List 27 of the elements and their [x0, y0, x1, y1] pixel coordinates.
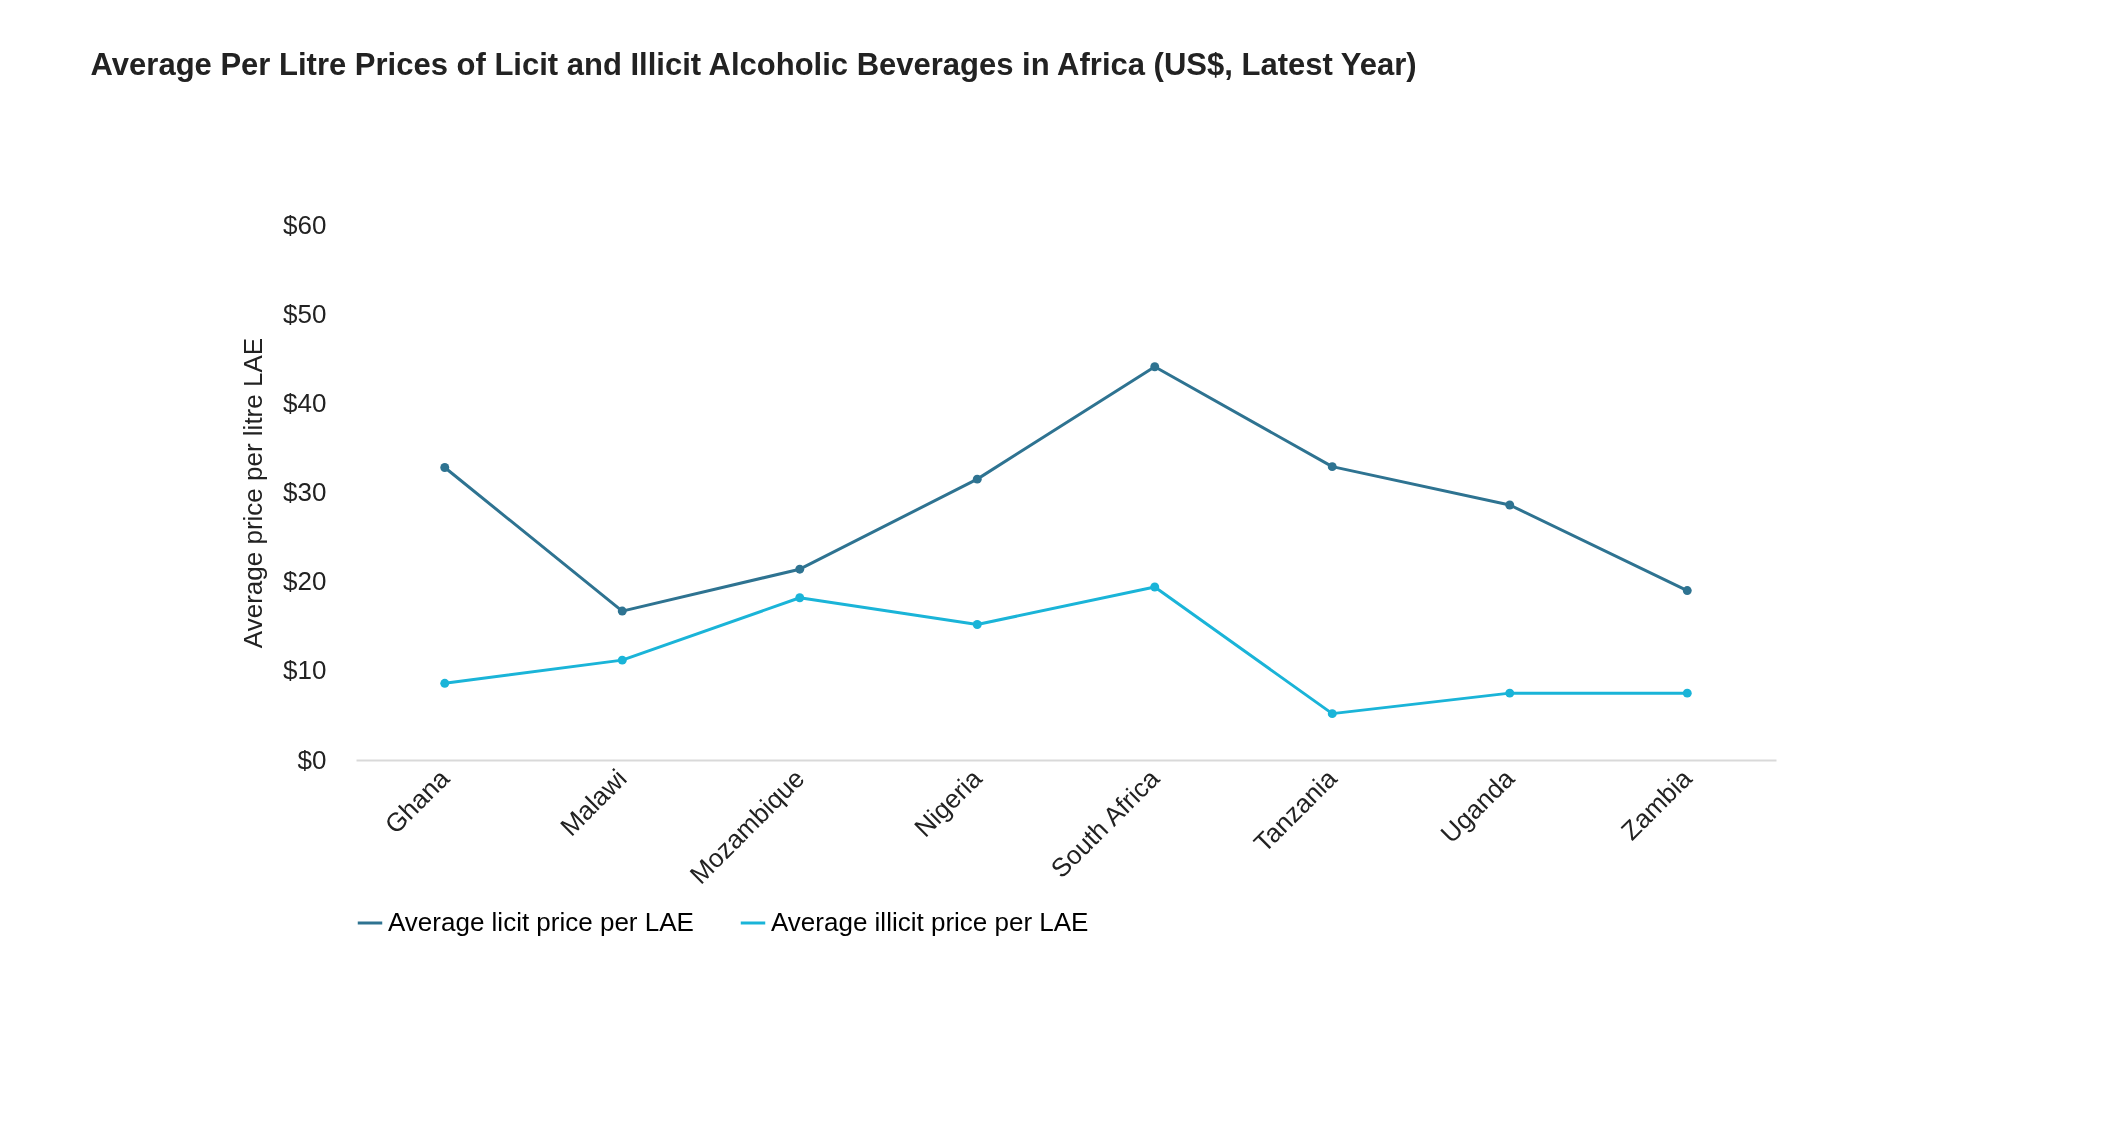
point — [440, 463, 450, 472]
point — [1505, 688, 1515, 698]
y-tick-label: $0 — [297, 744, 327, 775]
point — [440, 678, 450, 688]
chart-title: Average Per Litre Prices of Licit and Illicit Alcoholic Beverages in Africa (US$, Latest Year) — [90, 47, 1417, 82]
y-tick-label: $40 — [283, 387, 327, 418]
y-tick-label: $20 — [283, 566, 327, 597]
point — [1327, 462, 1337, 472]
point — [1150, 362, 1160, 372]
point — [1505, 500, 1515, 510]
y-tick-label: $50 — [283, 298, 327, 329]
point — [972, 620, 982, 629]
point — [1327, 709, 1337, 719]
point — [972, 474, 982, 484]
y-axis-title: Average price per litre LAE — [238, 337, 269, 649]
point — [795, 564, 805, 574]
legend-label: Average illicit price per LAE — [771, 907, 1089, 937]
point — [617, 655, 627, 665]
point — [1682, 586, 1692, 596]
legend-label: Average licit price per LAE — [388, 907, 694, 937]
y-tick-label: $10 — [283, 655, 327, 686]
point — [1682, 688, 1692, 698]
y-tick-label: $60 — [283, 209, 327, 240]
point — [795, 593, 805, 603]
point — [1150, 582, 1160, 592]
point — [617, 606, 627, 616]
y-tick-label: $30 — [283, 477, 327, 507]
